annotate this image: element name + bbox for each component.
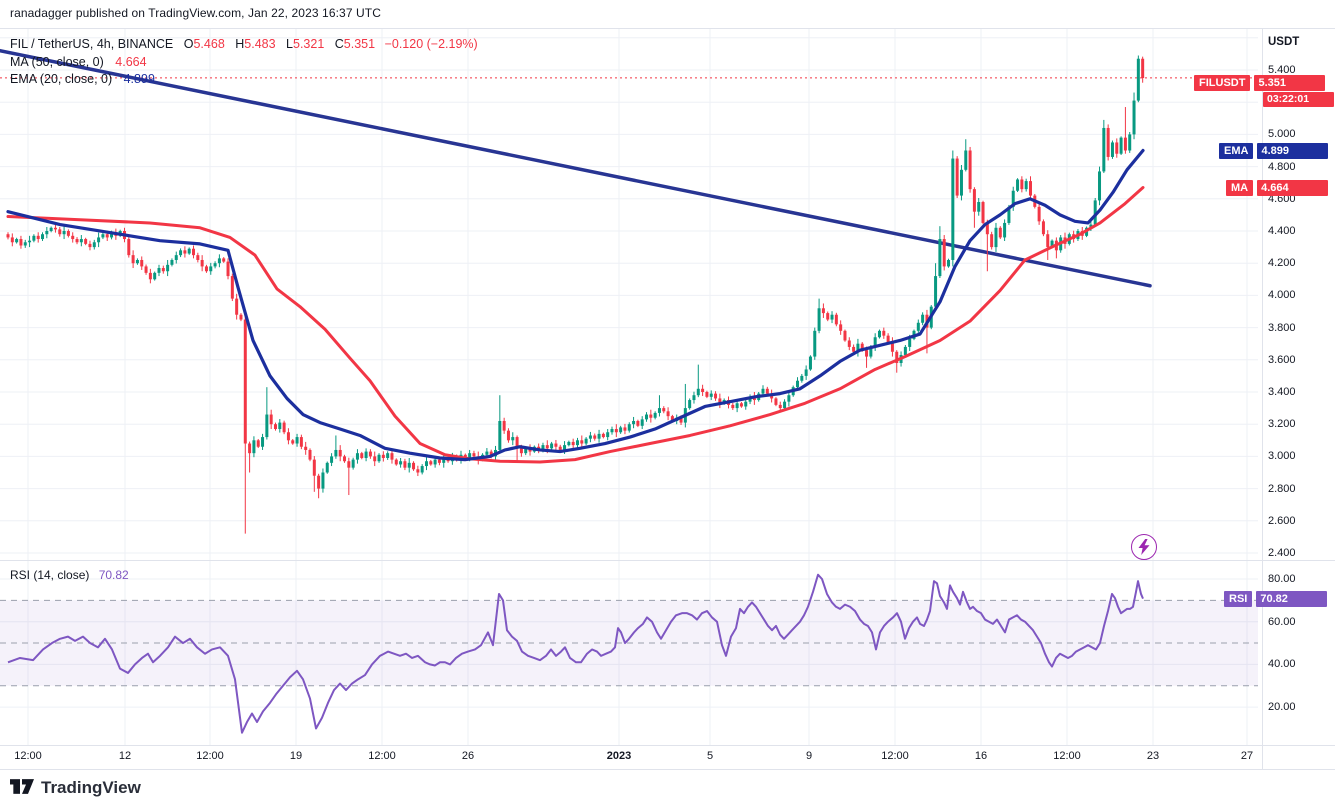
- low-label: L: [286, 37, 293, 51]
- time-axis-label: 19: [289, 750, 303, 762]
- descending-trendline[interactable]: [0, 48, 1152, 288]
- time-axis-label: 12:00: [196, 750, 224, 762]
- close-value: 5.351: [343, 37, 376, 51]
- price-axis-label: 2.800: [1268, 482, 1296, 495]
- high-value: 5.483: [244, 37, 276, 51]
- price-axis-label: 4.200: [1268, 257, 1296, 270]
- rsi-value-badge: RSI 70.82: [1224, 590, 1328, 607]
- open-label: O: [183, 37, 194, 51]
- price-axis-label: 4.400: [1268, 225, 1296, 237]
- rsi-band: [0, 599, 1258, 687]
- time-axis-label: 16: [974, 750, 988, 762]
- ema20-line: [6, 148, 1145, 462]
- ema-badge-tag: EMA: [1219, 142, 1254, 159]
- rsi-axis-label: 80.00: [1268, 573, 1296, 585]
- last-price-badge-tag: FILUSDT: [1194, 74, 1251, 91]
- price-axis-label: 2.400: [1268, 547, 1296, 559]
- time-axis-label: 12:00: [368, 750, 396, 762]
- tradingview-logo-icon: [10, 778, 34, 794]
- header-divider: [0, 28, 1335, 29]
- low-value: 5.321: [293, 37, 325, 51]
- open-value: 5.468: [193, 37, 225, 51]
- tradingview-logo[interactable]: TradingView: [10, 778, 141, 798]
- time-axis-label: 2023: [606, 750, 632, 762]
- boost-button[interactable]: [1131, 534, 1157, 560]
- time-axis-border-bottom: [0, 769, 1335, 770]
- time-axis-label: 23: [1146, 750, 1160, 762]
- price-axis-label: 3.800: [1268, 321, 1296, 334]
- ma-indicator-name: MA (50, close, 0): [10, 55, 104, 69]
- time-axis-label: 12:00: [14, 750, 42, 762]
- ma-badge-value: 4.664: [1257, 180, 1329, 197]
- time-axis-label: 26: [461, 750, 475, 762]
- last-price-badge-value: 5.351: [1254, 74, 1326, 91]
- rsi-indicator-value: 70.82: [98, 568, 129, 582]
- rsi-axis-label: 60.00: [1268, 615, 1296, 628]
- tradingview-logo-text: TradingView: [41, 778, 141, 797]
- price-axis-label: 4.800: [1268, 160, 1296, 173]
- ema-badge-value: 4.899: [1257, 142, 1329, 159]
- close-label: C: [334, 37, 344, 51]
- time-axis-label: 5: [706, 750, 714, 762]
- time-axis-label: 9: [805, 750, 813, 762]
- ma-indicator-value: 4.664: [115, 55, 147, 69]
- price-axis-label: 3.600: [1268, 353, 1296, 366]
- rsi-badge-value: 70.82: [1256, 590, 1328, 607]
- attribution-text: ranadagger published on TradingView.com,…: [10, 6, 381, 20]
- ma-legend-row[interactable]: MA (50, close, 0) 4.664: [10, 55, 147, 69]
- rsi-line: [7, 573, 1144, 734]
- pane-separator[interactable]: [0, 560, 1335, 561]
- price-axis-label: 3.200: [1268, 418, 1296, 431]
- rsi-axis-label: 40.00: [1268, 658, 1296, 671]
- price-axis-label: 5.000: [1268, 128, 1296, 141]
- lightning-bolt-icon: [1138, 539, 1150, 555]
- ma-badge-tag: MA: [1226, 180, 1254, 197]
- price-axis-label: 3.000: [1268, 450, 1296, 463]
- bar-countdown: 03:22:01: [1263, 91, 1334, 107]
- symbol-legend-row[interactable]: FIL / TetherUS, 4h, BINANCE O5.468 H5.48…: [10, 37, 478, 51]
- rsi-indicator-name: RSI (14, close): [10, 568, 90, 582]
- change-value: −0.120 (−2.19%): [384, 37, 478, 51]
- price-axis-label: 3.400: [1268, 386, 1296, 398]
- time-axis-label: 12:00: [881, 750, 909, 762]
- time-axis-label: 12:00: [1053, 750, 1081, 762]
- price-axis-border: [1262, 28, 1263, 769]
- time-axis-label: 27: [1240, 750, 1254, 762]
- price-axis-label: 4.000: [1268, 289, 1296, 302]
- price-axis-label: 5.400: [1268, 64, 1296, 76]
- ma50-line: [6, 186, 1145, 464]
- rsi-legend-row[interactable]: RSI (14, close) 70.82: [10, 568, 129, 582]
- ema-indicator-name: EMA (20, close, 0): [10, 72, 113, 86]
- price-axis-label: 2.600: [1268, 514, 1296, 527]
- last-price-badge: FILUSDT 5.351: [1194, 74, 1326, 91]
- rsi-axis-label: 20.00: [1268, 701, 1296, 714]
- symbol-title: FIL / TetherUS, 4h, BINANCE: [10, 37, 174, 51]
- price-axis-currency: USDT: [1268, 36, 1300, 48]
- ema-indicator-value: 4.899: [123, 72, 155, 86]
- ma-price-badge: MA 4.664: [1226, 180, 1329, 197]
- rsi-badge-tag: RSI: [1224, 590, 1253, 607]
- ema-legend-row[interactable]: EMA (20, close, 0) 4.899: [10, 72, 155, 86]
- time-axis-border-top: [0, 745, 1335, 746]
- candles: [6, 55, 1145, 534]
- high-label: H: [235, 37, 245, 51]
- grid-lines: [0, 28, 1258, 745]
- time-axis-label: 12: [118, 750, 132, 762]
- ema-price-badge: EMA 4.899: [1219, 142, 1329, 159]
